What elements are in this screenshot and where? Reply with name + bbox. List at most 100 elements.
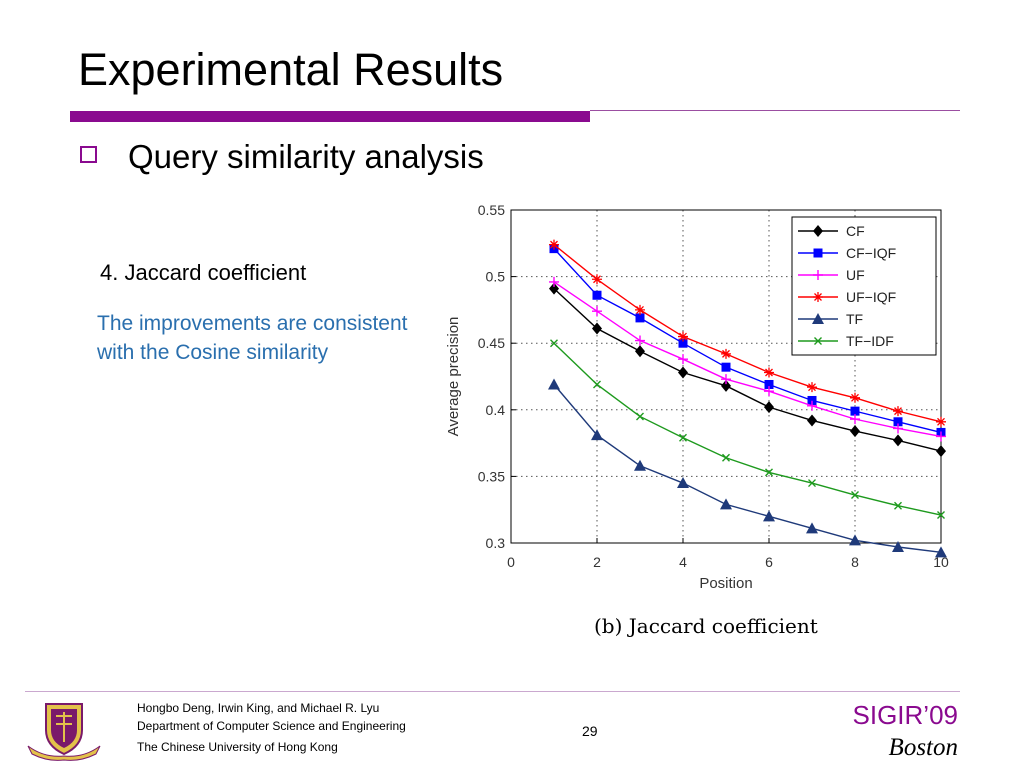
data-point xyxy=(764,379,774,389)
x-tick-label: 2 xyxy=(593,554,601,570)
data-point xyxy=(550,339,558,348)
data-point xyxy=(635,345,645,358)
data-point xyxy=(592,306,602,317)
data-point xyxy=(592,274,602,285)
x-tick-label: 4 xyxy=(679,554,687,570)
data-point xyxy=(807,395,817,405)
legend-marker xyxy=(813,225,823,237)
data-point xyxy=(850,425,860,438)
y-tick-label: 0.4 xyxy=(486,402,506,418)
data-point xyxy=(850,392,860,403)
y-axis-label: Average precision xyxy=(445,317,462,437)
data-point xyxy=(636,412,644,421)
legend-marker xyxy=(813,248,823,258)
subheading: 4. Jaccard coefficient xyxy=(100,260,307,285)
data-point xyxy=(721,379,731,392)
legend-box xyxy=(791,216,937,356)
y-tick-label: 0.55 xyxy=(478,202,505,218)
legend-label: TF xyxy=(846,311,863,327)
data-point xyxy=(936,416,946,427)
data-point xyxy=(892,540,904,552)
conference-city: Boston xyxy=(888,734,958,761)
data-point xyxy=(894,501,902,510)
data-point xyxy=(807,400,817,411)
series-line-1 xyxy=(553,248,942,434)
legend-marker xyxy=(813,292,823,302)
y-tick-label: 0.5 xyxy=(486,269,506,285)
data-point xyxy=(592,322,602,335)
data-point xyxy=(850,414,860,425)
data-point xyxy=(851,491,859,500)
data-point xyxy=(678,366,688,379)
data-point xyxy=(893,417,903,427)
conference-name: SIGIR’09 xyxy=(852,700,959,730)
slide-title: Experimental Results xyxy=(78,44,504,95)
data-point xyxy=(936,431,946,442)
legend-label: UF−IQF xyxy=(846,289,896,305)
data-point xyxy=(635,313,645,323)
legend-marker xyxy=(814,337,822,345)
data-point xyxy=(720,498,732,510)
data-point xyxy=(678,354,688,365)
data-point xyxy=(893,434,903,447)
data-point xyxy=(722,453,730,462)
data-point xyxy=(849,534,861,546)
data-point xyxy=(764,401,774,414)
footer-department: Department of Computer Science and Engin… xyxy=(137,719,406,733)
data-point xyxy=(549,239,559,250)
data-point xyxy=(764,367,774,378)
legend-marker xyxy=(812,313,824,324)
data-point xyxy=(808,479,816,488)
data-point xyxy=(764,386,774,397)
data-point xyxy=(593,380,601,389)
data-point xyxy=(635,304,645,315)
x-tick-label: 10 xyxy=(933,554,949,570)
series-line-0 xyxy=(553,288,942,452)
figure-caption: (b) Jaccard coefficient xyxy=(594,614,818,638)
legend-label: CF xyxy=(846,223,865,239)
y-tick-label: 0.45 xyxy=(478,335,505,351)
data-point xyxy=(937,511,945,520)
data-point xyxy=(893,406,903,417)
x-tick-label: 0 xyxy=(507,554,515,570)
series-line-5 xyxy=(553,342,942,516)
footer-divider xyxy=(25,691,960,692)
university-crest-logo xyxy=(27,703,101,761)
data-point xyxy=(765,468,773,477)
data-point xyxy=(893,423,903,434)
data-point xyxy=(678,331,688,342)
title-underline-line xyxy=(590,110,960,111)
data-point xyxy=(807,414,817,427)
plot-frame xyxy=(510,209,942,544)
data-point xyxy=(806,522,818,534)
data-point xyxy=(935,546,947,558)
bullet-text: Query similarity analysis xyxy=(128,138,484,175)
y-tick-label: 0.3 xyxy=(486,535,506,551)
legend-label: CF−IQF xyxy=(846,245,896,261)
data-point xyxy=(721,374,731,385)
data-point xyxy=(634,459,646,471)
data-point xyxy=(548,378,560,390)
data-point xyxy=(763,510,775,522)
x-axis-label: Position xyxy=(699,575,752,592)
data-point xyxy=(549,282,559,295)
data-point xyxy=(678,338,688,348)
data-point xyxy=(850,406,860,416)
data-point xyxy=(677,477,689,489)
x-tick-label: 6 xyxy=(765,554,773,570)
legend-label: TF−IDF xyxy=(846,333,894,349)
series-line-2 xyxy=(553,281,942,438)
series-line-4 xyxy=(553,384,942,554)
data-point xyxy=(591,429,603,441)
data-point xyxy=(936,445,946,458)
legend-label: UF xyxy=(846,267,865,283)
square-bullet-icon xyxy=(80,146,97,163)
x-tick-label: 8 xyxy=(851,554,859,570)
y-tick-label: 0.35 xyxy=(478,468,505,484)
data-point xyxy=(549,276,559,287)
data-point xyxy=(679,433,687,442)
note-text: The improvements are consistent with the… xyxy=(97,312,408,364)
data-point xyxy=(592,290,602,300)
title-underline-bar xyxy=(70,111,590,122)
page-number: 29 xyxy=(582,723,598,739)
